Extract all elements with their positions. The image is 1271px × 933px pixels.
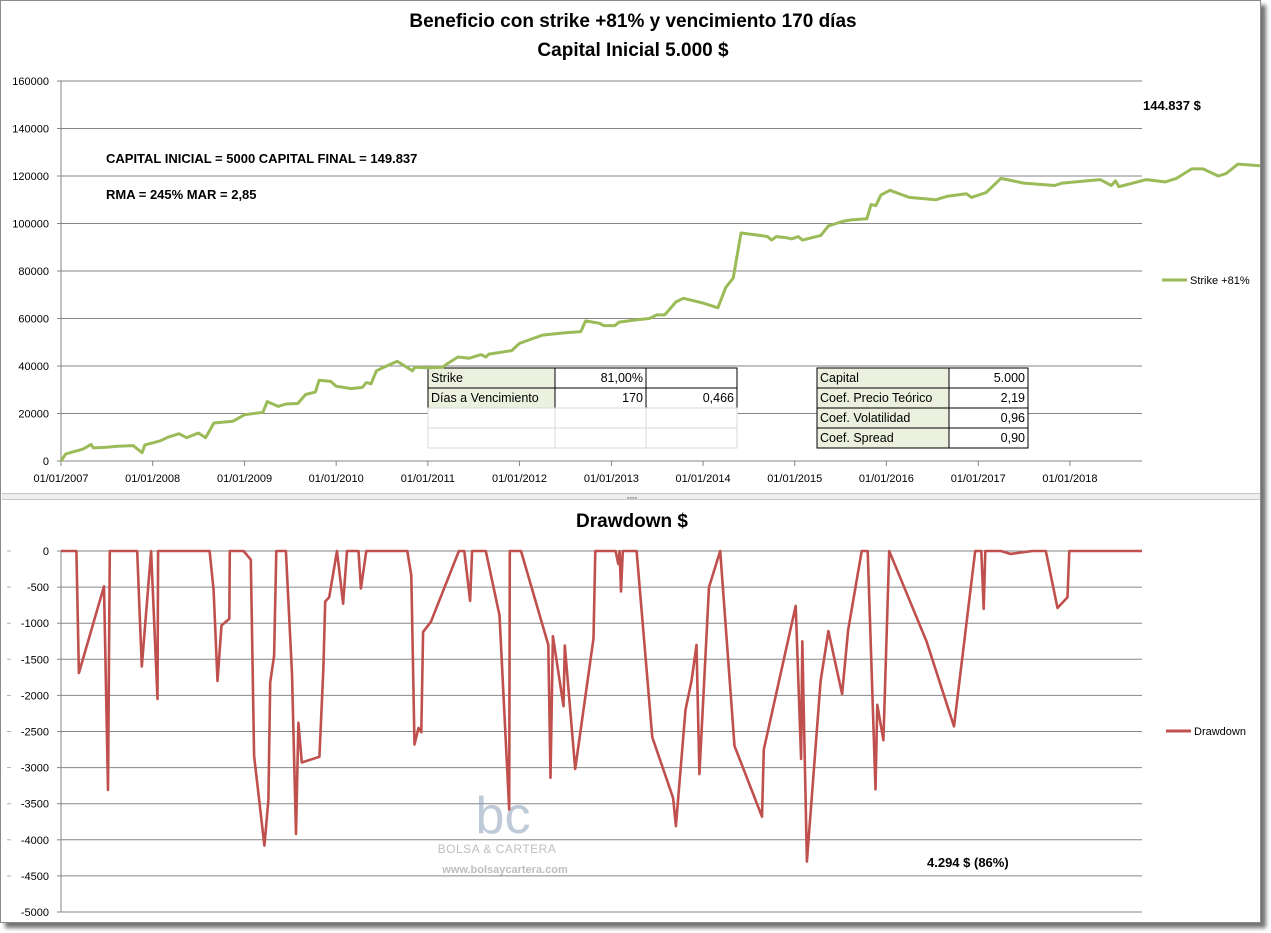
top-y-tick-label: 20000 [18, 409, 49, 421]
strike-table-cell [427, 407, 556, 429]
capital-annotation: CAPITAL INICIAL = 5000 CAPITAL FINAL = 1… [106, 151, 417, 166]
strike-table-cell-text: Días a Vencimiento [431, 391, 539, 405]
capital-table-cell-text: 0,90 [1001, 431, 1025, 445]
bottom-y-tick-label: -4000 [21, 835, 49, 847]
top-y-tick-label: 80000 [18, 266, 49, 278]
top-legend: Strike +81% [1162, 275, 1250, 287]
splitter-grip[interactable]: ▪▪▪▪ [627, 495, 637, 502]
top-x-tick-label: 01/01/2007 [33, 473, 88, 485]
capital-chart: Beneficio con strike +81% y vencimiento … [12, 11, 1260, 485]
capital-table-cell-text: Coef. Precio Teórico [820, 391, 932, 405]
bottom-y-tick-label: -3500 [21, 799, 49, 811]
top-y-tick-label: 60000 [18, 314, 49, 326]
final-value-label: 144.837 $ [1143, 98, 1202, 113]
capital-table-cell-text: 5.000 [994, 371, 1025, 385]
drawdown-line [61, 549, 1142, 863]
drawdown-chart: Drawdown $ 0 -500 -1000 -1500 -2000 -2500 -300… [7, 511, 1246, 919]
watermark-letters: bc [476, 787, 531, 845]
bottom-y-tick-label: -1500 [21, 654, 49, 666]
top-x-tick-label: 01/01/2015 [767, 473, 822, 485]
top-y-tick-label: 120000 [12, 171, 49, 183]
strike-table-cell [427, 427, 556, 449]
top-x-tick-label: 01/01/2014 [676, 473, 731, 485]
strike-table-cell [554, 407, 647, 429]
capital-table-cell-text: 2,19 [1001, 391, 1025, 405]
strike-table-cell-text: 170 [622, 391, 643, 405]
strike-table-cell-text: 81,00% [601, 371, 643, 385]
capital-table-cell-text: Coef. Spread [820, 431, 894, 445]
strike-table-cell-text: Strike [431, 371, 463, 385]
capital-table-cell-text: Coef. Volatilidad [820, 411, 910, 425]
capital-table-cell-text: Capital [820, 371, 859, 385]
top-x-axis: 01/01/2007 01/01/2008 01/01/2009 01/01/2010… [33, 461, 1097, 485]
top-y-axis: 0 20000 40000 60000 80000 100000 120000 140000 1… [12, 76, 62, 468]
watermark-url: www.bolsaycartera.com [441, 864, 568, 876]
strike-table-cell [645, 427, 738, 449]
top-y-tick-label: 140000 [12, 124, 49, 136]
top-x-tick-label: 01/01/2017 [951, 473, 1006, 485]
min-drawdown-label: 4.294 $ (86%) [927, 855, 1009, 870]
strike-table-cell [645, 367, 738, 389]
capital-table-cell [948, 427, 1029, 449]
strike-table-cell [554, 427, 647, 449]
top-y-tick-label: 40000 [18, 361, 49, 373]
bottom-y-tick-label: -500 [27, 582, 49, 594]
top-x-tick-label: 01/01/2013 [584, 473, 639, 485]
rma-annotation: RMA = 245% MAR = 2,85 [106, 187, 257, 202]
bottom-y-tick-label: -2500 [21, 727, 49, 739]
capital-table: Capital 5.000 Coef. Precio Teórico 2,19 Coef… [816, 367, 1029, 449]
bottom-y-tick-label: -2000 [21, 690, 49, 702]
top-gridlines [61, 80, 1142, 462]
top-legend-label: Strike +81% [1190, 275, 1250, 287]
bottom-y-tick-label: 0 [43, 546, 49, 558]
strike-table-cell [645, 407, 738, 429]
bottom-y-tick-label: -4500 [21, 871, 49, 883]
strike-table: Strike 81,00% Días a Vencimiento 170 0,466 [427, 367, 738, 449]
drawdown-title: Drawdown $ [576, 511, 688, 532]
strike-table-cell-text: 0,466 [703, 391, 734, 405]
bottom-y-axis: 0 -500 -1000 -1500 -2000 -2500 -3000 -3500 -4000… [7, 546, 62, 919]
top-y-tick-label: 100000 [12, 219, 49, 231]
top-y-tick-label: 160000 [12, 76, 49, 88]
top-x-tick-label: 01/01/2008 [125, 473, 180, 485]
chart-title: Beneficio con strike +81% y vencimiento … [409, 11, 856, 32]
watermark-logo: bc BOLSA & CARTERA www.bolsaycartera.com [438, 787, 568, 876]
bottom-y-tick-label: -3000 [21, 763, 49, 775]
bottom-legend-label: Drawdown [1194, 726, 1246, 738]
top-x-tick-label: 01/01/2018 [1042, 473, 1097, 485]
bottom-y-tick-label: -1000 [21, 618, 49, 630]
bottom-y-tick-label: -5000 [21, 907, 49, 919]
top-x-tick-label: 01/01/2016 [859, 473, 914, 485]
watermark-brand: BOLSA & CARTERA [438, 842, 557, 856]
capital-table-cell-text: 0,96 [1001, 411, 1025, 425]
chart-subtitle: Capital Inicial 5.000 $ [537, 40, 729, 61]
pane-splitter[interactable] [2, 493, 1260, 500]
top-x-tick-label: 01/01/2010 [309, 473, 364, 485]
capital-line [59, 162, 1260, 462]
chart-canvas: Beneficio con strike +81% y vencimiento … [7, 11, 1260, 919]
top-x-tick-label: 01/01/2011 [401, 473, 455, 485]
top-x-tick-label: 01/01/2009 [217, 473, 272, 485]
bottom-legend: Drawdown [1166, 726, 1246, 738]
top-y-tick-label: 0 [43, 456, 49, 468]
top-x-tick-label: 01/01/2012 [492, 473, 547, 485]
